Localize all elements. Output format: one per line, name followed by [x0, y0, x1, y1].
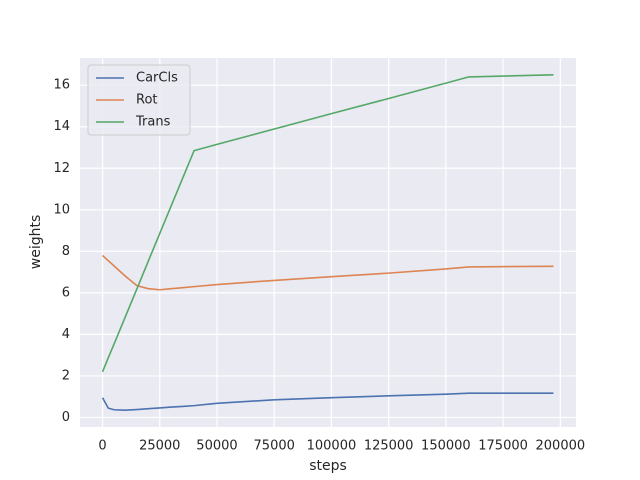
y-tick-label: 16	[53, 78, 70, 93]
legend: CarCls Rot Trans	[87, 64, 191, 136]
y-tick-label: 10	[53, 202, 70, 217]
y-tick-label: 8	[62, 244, 70, 259]
series-line	[102, 254, 554, 291]
legend-box	[87, 64, 191, 136]
x-tick-label: 175000	[478, 439, 528, 454]
legend-label: Trans	[135, 115, 171, 130]
x-tick-label: 150000	[421, 439, 471, 454]
y-tick-label: 12	[53, 161, 70, 176]
y-tick-label: 4	[62, 327, 70, 342]
y-tick-label: 14	[53, 119, 70, 134]
x-tick-label: 200000	[536, 439, 586, 454]
x-tick-label: 100000	[307, 439, 357, 454]
x-tick-label: 25000	[139, 439, 180, 454]
series-line	[101, 74, 554, 373]
labels: 0 2 4 6 8 10 12 14 16 0 25000 50000 75000 100000 12500…	[53, 78, 585, 454]
lines	[101, 74, 554, 411]
y-axis-label: weights	[28, 215, 44, 270]
legend-label: CarCls	[136, 71, 178, 86]
x-tick-label: 50000	[196, 439, 237, 454]
series-line	[101, 392, 554, 411]
x-tick-label: 125000	[364, 439, 414, 454]
y-tick-label: 6	[62, 285, 70, 300]
x-tick-label: 75000	[254, 439, 295, 454]
y-tick-label: 2	[62, 368, 70, 383]
legend-label: Rot	[136, 93, 158, 108]
x-axis-label: steps	[309, 458, 347, 474]
x-tick-label: 0	[98, 439, 106, 454]
y-tick-label: 0	[62, 410, 70, 425]
